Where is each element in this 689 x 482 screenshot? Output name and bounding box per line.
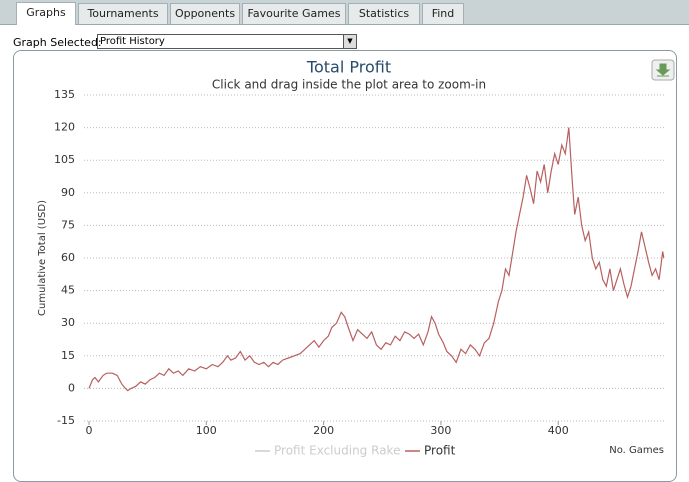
y-tick-label: 75 xyxy=(61,218,75,231)
tab[interactable]: Tournaments xyxy=(78,3,168,24)
chart: Total Profit Click and drag inside the p… xyxy=(37,58,675,458)
tab-bar: Graphs Tournaments Opponents Favourite Game… xyxy=(0,0,689,25)
tab[interactable]: Find xyxy=(422,3,464,24)
legend-label: Profit xyxy=(424,444,456,458)
line-series xyxy=(88,127,665,392)
graph-select[interactable]: Profit History ▼ xyxy=(97,34,357,49)
legend-label: Profit Excluding Rake xyxy=(274,444,400,458)
tab[interactable]: Opponents xyxy=(170,3,240,24)
y-axis-label: Cumulative Total (USD) xyxy=(37,200,48,316)
y-tick-label: 60 xyxy=(61,251,75,264)
tab[interactable]: Graphs xyxy=(16,2,76,25)
tab[interactable]: Statistics xyxy=(348,3,420,24)
y-tick-label: 135 xyxy=(54,88,75,101)
x-tick-label: 100 xyxy=(196,424,217,437)
selector-label: Graph Selected: xyxy=(13,36,102,49)
x-tick-label: 400 xyxy=(548,424,569,437)
x-tick-label: 300 xyxy=(430,424,451,437)
y-tick-label: 120 xyxy=(54,121,75,134)
chart-title: Total Profit xyxy=(306,58,391,77)
chart-subtitle: Click and drag inside the plot area to z… xyxy=(212,78,486,92)
y-tick-label: 45 xyxy=(61,284,75,297)
select-value: Profit History xyxy=(100,36,165,47)
download-icon xyxy=(655,63,671,77)
x-tick-label: 0 xyxy=(86,424,93,437)
y-tick-label: 15 xyxy=(61,349,75,362)
select-arrow[interactable]: ▼ xyxy=(343,35,356,48)
x-tick-label: 200 xyxy=(313,424,334,437)
y-tick-label: 105 xyxy=(54,153,75,166)
y-tick-label: 30 xyxy=(61,316,75,329)
tab[interactable]: Favourite Games xyxy=(242,3,346,24)
y-tick-label: -15 xyxy=(57,414,75,427)
y-tick-label: 90 xyxy=(61,186,75,199)
y-tick-label: 0 xyxy=(68,381,75,394)
x-axis-label: No. Games xyxy=(609,445,664,456)
